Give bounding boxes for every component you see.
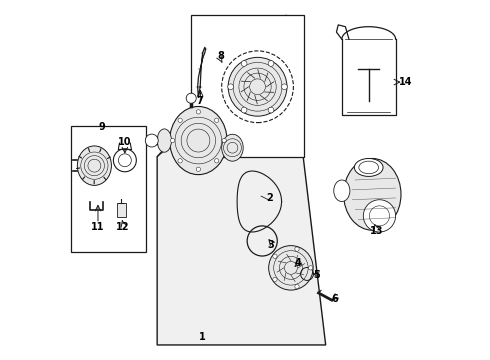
Circle shape xyxy=(146,134,158,147)
Circle shape xyxy=(186,93,196,103)
Ellipse shape xyxy=(221,134,243,161)
Text: 6: 6 xyxy=(331,294,338,304)
Circle shape xyxy=(364,200,395,232)
Circle shape xyxy=(295,247,299,251)
Bar xyxy=(117,203,126,217)
Ellipse shape xyxy=(77,146,111,185)
Text: 12: 12 xyxy=(116,222,130,232)
Text: 3: 3 xyxy=(268,240,274,250)
Circle shape xyxy=(196,110,200,114)
Text: 10: 10 xyxy=(118,138,132,147)
Circle shape xyxy=(228,84,234,90)
Circle shape xyxy=(178,159,182,163)
Circle shape xyxy=(282,84,287,90)
Text: 8: 8 xyxy=(217,51,224,61)
Ellipse shape xyxy=(334,180,350,202)
Ellipse shape xyxy=(343,158,401,230)
Circle shape xyxy=(268,107,274,113)
Bar xyxy=(71,126,147,252)
Circle shape xyxy=(178,118,182,122)
Circle shape xyxy=(228,57,287,116)
Circle shape xyxy=(241,60,247,66)
Text: 2: 2 xyxy=(267,193,273,203)
Text: 5: 5 xyxy=(313,270,320,280)
Text: 11: 11 xyxy=(91,222,105,232)
Circle shape xyxy=(196,167,200,171)
Circle shape xyxy=(273,254,277,258)
Circle shape xyxy=(295,284,299,289)
Ellipse shape xyxy=(354,158,383,176)
Circle shape xyxy=(241,107,247,113)
Polygon shape xyxy=(157,15,326,345)
Circle shape xyxy=(269,246,313,290)
Circle shape xyxy=(273,277,277,282)
Text: 7: 7 xyxy=(197,96,203,106)
Circle shape xyxy=(171,138,175,143)
Text: 4: 4 xyxy=(294,258,301,268)
Ellipse shape xyxy=(157,129,171,152)
Ellipse shape xyxy=(170,107,227,175)
Text: 14: 14 xyxy=(399,77,413,87)
Circle shape xyxy=(222,138,226,143)
Circle shape xyxy=(309,266,313,270)
Text: 1: 1 xyxy=(198,332,205,342)
Circle shape xyxy=(268,60,274,66)
Bar xyxy=(191,15,304,157)
Circle shape xyxy=(215,159,219,163)
Text: 13: 13 xyxy=(370,226,384,236)
Text: 9: 9 xyxy=(98,122,105,132)
Circle shape xyxy=(215,118,219,122)
